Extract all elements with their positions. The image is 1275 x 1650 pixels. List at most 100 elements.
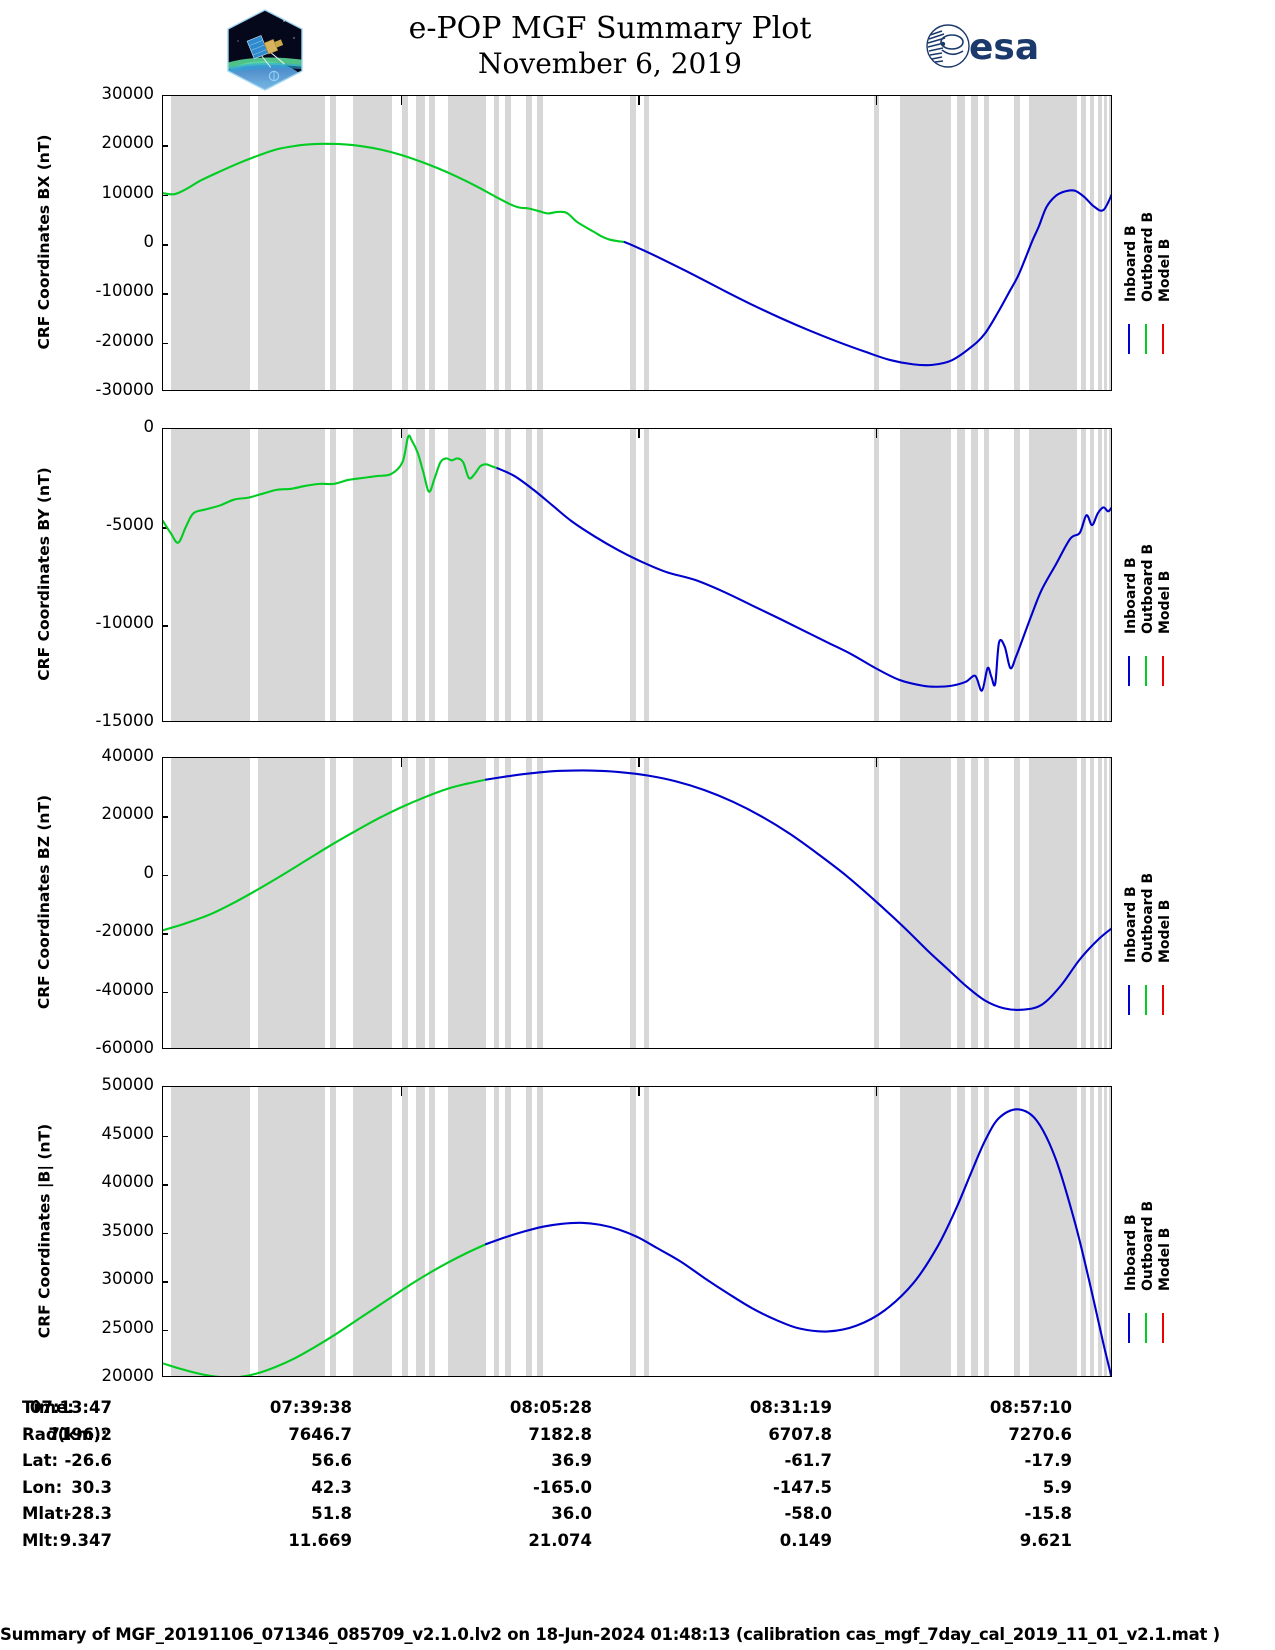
data-gap-band [1029, 96, 1077, 390]
table-cell: 07:13:47 [29, 1398, 112, 1417]
plot-area-2[interactable] [162, 428, 1112, 722]
legend-label-model-b: Model B [1157, 570, 1173, 635]
data-gap-band [505, 429, 511, 721]
table-cell: 36.0 [551, 1504, 592, 1523]
series-line-outboard-b [163, 1243, 488, 1376]
data-gap-band [900, 96, 952, 390]
data-gap-band [983, 758, 990, 1048]
data-gap-band [353, 758, 392, 1048]
data-gap-band [429, 429, 435, 721]
y-tick-label: -60000 [95, 1038, 154, 1057]
data-gap-band [415, 96, 426, 390]
data-gap-band [525, 429, 532, 721]
legend-label-inboard-b: Inboard B [1123, 1214, 1139, 1292]
y-tick-mark [163, 1135, 168, 1137]
x-tick-mark [400, 1087, 402, 1096]
data-gap-band [402, 758, 409, 1048]
data-gap-band [429, 758, 435, 1048]
data-gap-band [493, 758, 500, 1048]
y-tick-label: 20000 [101, 1366, 155, 1385]
legend-label-outboard-b: Outboard B [1140, 211, 1156, 302]
data-gap-band [1014, 96, 1020, 390]
y-tick-label: 0 [143, 232, 155, 251]
y-tick-mark [163, 194, 168, 197]
data-gap-band [258, 1087, 325, 1376]
data-gap-band [900, 1087, 952, 1376]
data-gap-band [1104, 429, 1108, 721]
x-tick-mark [638, 96, 640, 105]
ephemeris-table: Time: 07:13:47 07:39:38 08:05:28 08:31:19 08:… [0, 1398, 1275, 1557]
data-gap-band [448, 1087, 486, 1376]
legend-swatch-outboard-b [1145, 656, 1148, 687]
data-gap-band [415, 1087, 426, 1376]
plot-area-3[interactable] [162, 757, 1112, 1049]
y-tick-label: 0 [143, 862, 155, 882]
x-tick-mark [400, 429, 402, 438]
table-row: Mlt: 9.347 11.669 21.074 0.149 9.621 [0, 1531, 1275, 1558]
series-line-inboard-b [496, 467, 1111, 692]
table-row: Lat: -26.6 56.6 36.9 -61.7 -17.9 [0, 1451, 1275, 1478]
plot-panel-2: CRF Coordinates BY (nT) 0 -5000 -10000 -1500… [0, 417, 1275, 730]
data-gap-band [258, 758, 325, 1048]
series-canvas-4 [163, 1108, 1111, 1376]
table-cell: -165.0 [532, 1477, 592, 1497]
table-cell: 9.347 [59, 1530, 112, 1550]
y-tick-mark [163, 1281, 168, 1283]
plot-area-1[interactable] [162, 95, 1112, 391]
plot-area-4[interactable] [162, 1086, 1112, 1377]
y-tick-mark [163, 1184, 168, 1186]
y-tick-label: -20000 [95, 330, 154, 350]
y-tick-mark [163, 145, 168, 147]
data-gap-band [1109, 429, 1111, 721]
table-cell: 9.621 [1019, 1530, 1072, 1550]
y-tick-mark [163, 625, 168, 627]
data-gap-band [525, 758, 532, 1048]
legend-label-outboard-b: Outboard B [1140, 544, 1156, 635]
data-gap-band [448, 758, 486, 1048]
table-row-label: Time: [22, 1398, 74, 1417]
table-row: Rad(km): 7196.2 7646.7 7182.8 6707.8 7270.6 [0, 1425, 1275, 1452]
plot-panel-3: CRF Coordinates BZ (nT) 40000 20000 0 -20000… [0, 746, 1275, 1057]
data-gap-band [1029, 1087, 1077, 1376]
data-gap-band [983, 1087, 990, 1376]
legend-label-inboard-b: Inboard B [1123, 225, 1139, 302]
x-tick-mark [638, 758, 640, 767]
y-tick-label: 25000 [101, 1317, 155, 1337]
table-cell: 21.074 [528, 1530, 592, 1550]
legend-swatch-inboard-b [1128, 323, 1131, 354]
table-cell: 08:57:10 [989, 1398, 1072, 1417]
data-gap-band [873, 1087, 880, 1376]
legend-swatch-model-b [1162, 656, 1165, 687]
table-cell: -15.8 [1024, 1504, 1072, 1523]
table-cell: 30.3 [71, 1477, 112, 1497]
legend-1: Inboard B Outboard B Model B [1118, 95, 1275, 391]
legend-swatch-model-b [1162, 984, 1165, 1015]
data-gap-band [1014, 758, 1020, 1048]
page-subtitle-date: November 6, 2019 [478, 46, 742, 80]
table-row-label: Mlat: [22, 1504, 70, 1523]
y-tick-mark [163, 527, 168, 529]
y-tick-label: 40000 [101, 1172, 155, 1191]
y-tick-label: -10000 [95, 613, 154, 632]
legend-swatch-outboard-b [1145, 323, 1148, 354]
series-line-outboard-b [163, 434, 499, 544]
x-tick-mark [400, 758, 402, 767]
x-tick-mark [875, 96, 877, 105]
data-gap-band [873, 429, 880, 721]
data-gap-band [1109, 1087, 1111, 1376]
data-gap-band [1080, 1087, 1087, 1376]
data-gap-band [1090, 429, 1094, 721]
data-gap-band [505, 96, 511, 390]
table-row-label: Mlt: [22, 1530, 59, 1550]
series-line-outboard-b [163, 142, 626, 244]
data-gap-band [1029, 758, 1077, 1048]
y-axis-label-2: CRF Coordinates BY (nT) [35, 467, 53, 681]
table-cell: -26.6 [64, 1451, 112, 1470]
data-gap-band [970, 429, 979, 721]
y-tick-label: 30000 [101, 1269, 155, 1288]
data-gap-band [643, 1087, 650, 1376]
data-gap-band [900, 429, 952, 721]
series-canvas-2 [163, 434, 1111, 692]
table-row-label: Lat: [22, 1451, 59, 1470]
legend-4: Inboard B Outboard B Model B [1118, 1086, 1275, 1377]
